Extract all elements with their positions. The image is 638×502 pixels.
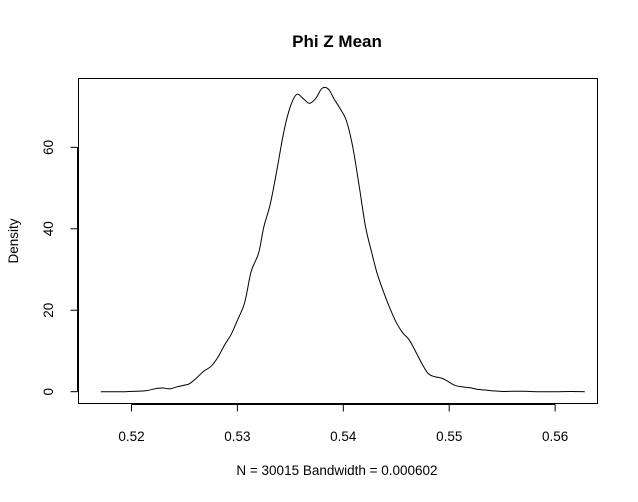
y-tick-label: 0 [41,388,56,396]
plot-frame [78,78,598,404]
x-tick-label: 0.56 [542,429,568,444]
y-axis-label: Density [6,218,21,263]
density-curve [100,86,585,393]
y-tick-label: 20 [41,303,56,318]
x-tick-label: 0.52 [118,429,144,444]
chart-title: Phi Z Mean [292,32,382,51]
y-tick-label: 40 [41,221,56,236]
x-axis-label: N = 30015 Bandwidth = 0.000602 [236,463,437,478]
y-tick-label: 60 [41,140,56,155]
x-tick-label: 0.53 [224,429,250,444]
x-tick-label: 0.55 [436,429,462,444]
x-axis: 0.52 0.53 0.54 0.55 0.56 [118,404,568,444]
x-tick-label: 0.54 [330,429,357,444]
y-axis: 0 20 40 60 [41,140,78,396]
